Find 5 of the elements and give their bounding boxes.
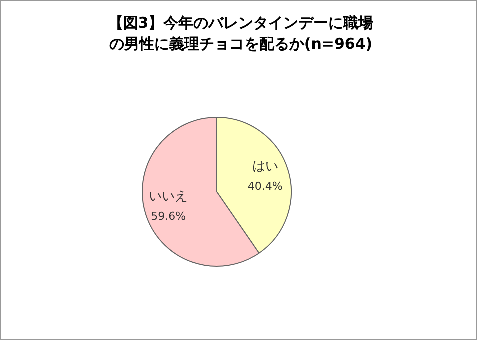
data-label: 40.4%	[248, 180, 283, 193]
data-label: 59.6%	[151, 210, 186, 223]
slice-label: いいえ	[149, 189, 188, 204]
chart-title: 【図3】今年のバレンタインデーに職場の男性に義理チョコを配るか(n=964)	[107, 13, 375, 55]
slice-label: はい	[252, 159, 278, 174]
